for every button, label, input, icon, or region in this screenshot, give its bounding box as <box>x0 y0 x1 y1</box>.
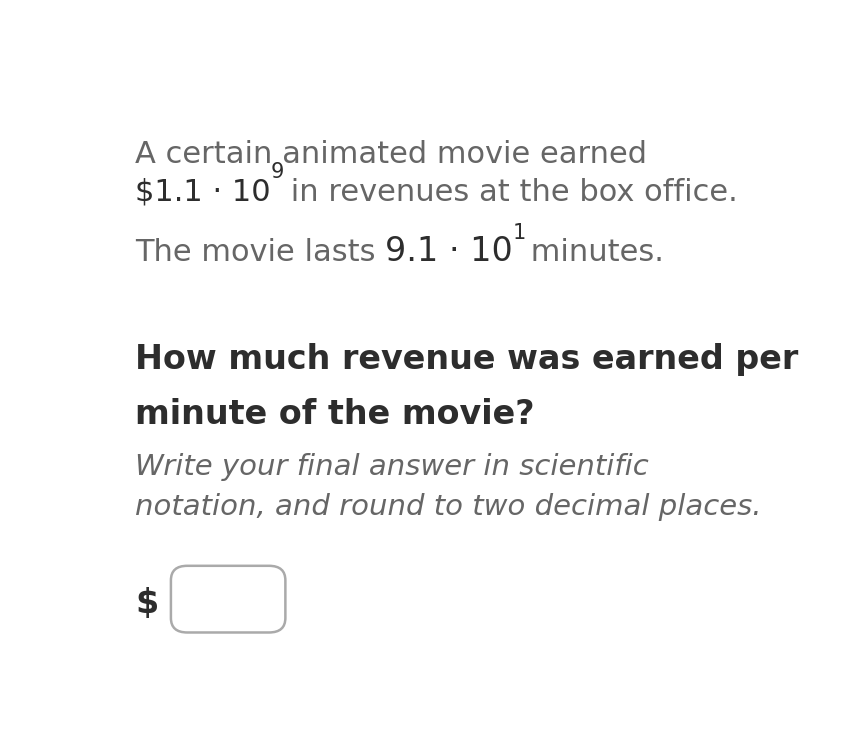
Text: 1: 1 <box>513 224 526 243</box>
Text: in revenues at the box office.: in revenues at the box office. <box>281 178 738 206</box>
Text: notation, and round to two decimal places.: notation, and round to two decimal place… <box>135 493 761 521</box>
Text: minutes.: minutes. <box>522 239 664 267</box>
Text: Write your final answer in scientific: Write your final answer in scientific <box>135 453 649 480</box>
Text: 9: 9 <box>271 163 284 182</box>
Text: How much revenue was earned per: How much revenue was earned per <box>135 343 798 376</box>
Text: 9.1 · 10: 9.1 · 10 <box>385 236 513 268</box>
Text: $1.1 · 10: $1.1 · 10 <box>135 178 271 206</box>
FancyBboxPatch shape <box>171 566 285 633</box>
Text: minute of the movie?: minute of the movie? <box>135 398 534 431</box>
Text: A certain animated movie earned: A certain animated movie earned <box>135 139 647 169</box>
Text: $: $ <box>135 587 158 620</box>
Text: The movie lasts: The movie lasts <box>135 239 385 267</box>
